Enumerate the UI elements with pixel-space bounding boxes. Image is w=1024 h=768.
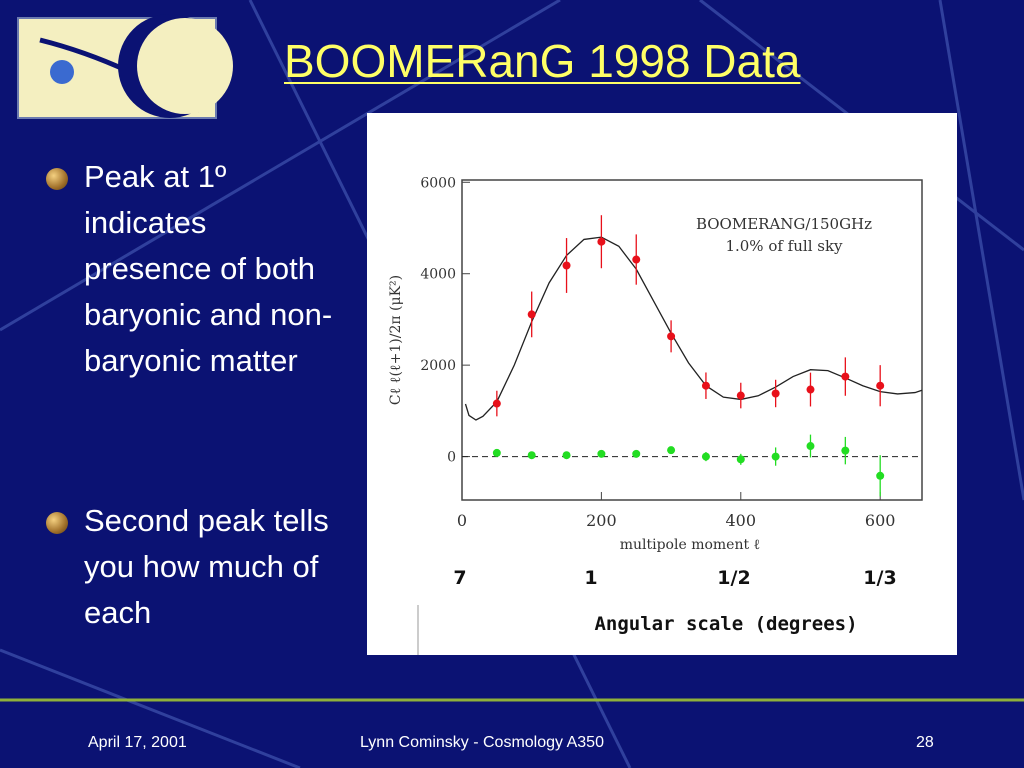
data-point [806,442,815,451]
x-tick-label: 400 [726,511,757,530]
x-tick-label: 0 [457,511,467,530]
data-point [736,455,745,464]
data-point [667,332,676,341]
y-tick-label: 6000 [420,175,456,191]
chart: 0 2000 4000 6000 0 200 400 600 multipole moment … [367,113,957,655]
y-tick-label: 0 [447,450,456,466]
angular-tick-label: 1 [584,567,597,589]
data-point [771,452,780,461]
angular-tick-label: 7 [453,567,466,589]
data-point [841,372,850,381]
x-tick-label: 600 [865,511,896,530]
angular-tick-label: 1/2 [717,567,750,589]
angular-scale-label: Angular scale (degrees) [594,613,857,635]
data-point [562,261,571,270]
annotation: 1.0% of full sky [725,237,843,255]
data-point [667,446,676,455]
data-point [841,446,850,455]
x-tick-label: 200 [586,511,617,530]
data-point [876,381,885,390]
data-point [492,399,501,408]
data-point [876,471,885,480]
data-point [527,451,536,460]
data-point [562,451,571,460]
data-point [701,381,710,390]
bullet-icon [46,168,68,190]
annotation: BOOMERANG/150GHz [696,215,872,233]
data-point [492,448,501,457]
bullet-text: Second peak tells you how much of each [84,503,329,630]
bullet-text: Peak at 1º indicates presence of both ba… [84,159,333,378]
angular-tick-label: 1/3 [863,567,896,589]
data-point [806,385,815,394]
data-point [597,449,606,458]
y-tick-label: 4000 [420,267,456,283]
footer-page: 28 [916,734,934,751]
data-point [527,310,536,319]
bullet-icon [46,512,68,534]
footer-date: April 17, 2001 [88,734,187,751]
data-point [736,391,745,400]
data-point [597,237,606,246]
data-point [701,452,710,461]
y-axis-label: Cℓ ℓ(ℓ+1)/2π (μK²) [388,275,404,405]
data-point [771,389,780,398]
y-tick-label: 2000 [420,358,456,374]
logo [17,14,233,119]
footer-author: Lynn Cominsky - Cosmology A350 [360,734,604,751]
data-point [632,255,641,264]
slide-title: BOOMERanG 1998 Data [284,35,801,87]
plot-frame [461,179,923,501]
x-axis-label: multipole moment ℓ [620,537,761,553]
data-point [632,449,641,458]
